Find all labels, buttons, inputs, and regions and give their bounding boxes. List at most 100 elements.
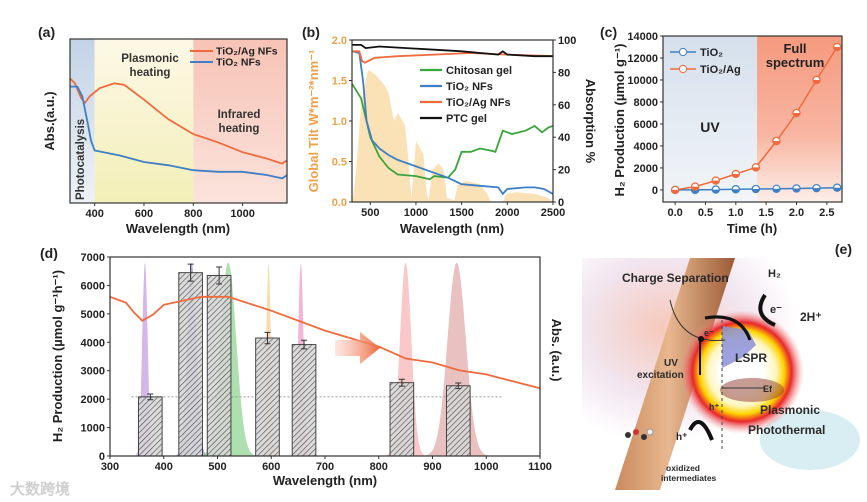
panel-b-solar-absorption-chart: (b) Wavelength (nm) Global Tilt W*m⁻²*nm… <box>302 24 598 236</box>
intermediates-label: intermediates <box>661 473 717 483</box>
electron-transfer-arrow <box>704 315 752 341</box>
y-tick-label: 80 <box>558 67 570 79</box>
x-axis-title: Time (h) <box>727 221 777 236</box>
data-point-fill <box>671 189 679 194</box>
y-axis-left-title: Global Tilt W*m⁻²*nm⁻¹ <box>306 50 321 193</box>
photothermal-label: Photothermal <box>748 423 825 437</box>
legend-label: TiO₂ <box>700 47 723 59</box>
h2-evolution-arrow <box>758 293 776 327</box>
x-tick-label: 2.0 <box>789 207 804 219</box>
x-tick-label: 600 <box>135 208 153 220</box>
x-tick-label: 800 <box>184 208 202 220</box>
bar <box>255 337 280 457</box>
fermi-level-label: Ef <box>763 384 773 394</box>
panel-c-h2-time-chart: (c) Time (h) H₂ Production (µmol g⁻¹) 0.… <box>600 24 843 236</box>
x-tick-label: 900 <box>423 461 441 473</box>
data-point-fill <box>691 189 699 194</box>
panel-d-h2-wavelength-chart: (d) Wavelength (nm) H₂ Production (µmol … <box>40 245 564 488</box>
heating-label: heating <box>219 123 260 135</box>
x-tick-label: 1500 <box>449 207 473 219</box>
y-tick-label: 1.0 <box>332 116 347 128</box>
region-plasmonic-heating <box>94 39 194 203</box>
y-tick-label: 12000 <box>627 53 658 65</box>
led-emission-peak <box>130 263 159 456</box>
x-tick-label: 400 <box>85 208 103 220</box>
y-tick-label: 20 <box>558 165 570 177</box>
y-tick-label: 100 <box>558 35 576 47</box>
series-line <box>351 50 554 196</box>
led-emission-peak <box>416 262 496 456</box>
bar <box>137 396 163 457</box>
charge-separation-label: Charge Separation <box>622 271 729 285</box>
bar <box>291 344 317 457</box>
metal-band <box>720 378 784 402</box>
x-tick-label: 600 <box>262 461 280 473</box>
legend-label: Chitosan gel <box>446 65 512 77</box>
y-tick-label: 6000 <box>81 280 105 292</box>
error-bar <box>264 331 271 345</box>
series-line <box>70 85 288 180</box>
y-axis-title: H₂ Production (µmol g⁻¹h⁻¹) <box>50 270 65 442</box>
y-tick-label: 60 <box>558 100 570 112</box>
legend-marker <box>678 47 688 57</box>
data-point-fill <box>752 189 760 193</box>
panel-label: (d) <box>40 245 58 261</box>
infrared-label: Infrared <box>218 109 261 121</box>
led-emission-peak <box>379 262 432 456</box>
bar <box>389 382 415 457</box>
data-point-fill <box>812 79 821 84</box>
data-point-fill <box>691 186 699 191</box>
lspr-label: LSPR <box>735 351 767 365</box>
x-tick-label: 2500 <box>541 207 565 219</box>
photocatalysis-label: Photocatalysis <box>75 119 87 200</box>
hole-label: h⁺ <box>676 432 687 443</box>
y-tick-label: 8000 <box>634 97 658 109</box>
series-line <box>351 83 554 181</box>
error-bar <box>455 382 462 390</box>
y-tick-label: 14000 <box>627 31 658 43</box>
redshift-arrow <box>335 332 380 364</box>
x-tick-label: 700 <box>316 461 334 473</box>
x-tick-label: 1000 <box>474 461 498 473</box>
y-tick-label: 7000 <box>81 252 105 264</box>
ag-nanoparticle-glow <box>680 310 804 434</box>
error-bar <box>216 266 223 285</box>
x-tick-label: 400 <box>155 461 173 473</box>
error-bar <box>301 339 308 350</box>
bar <box>445 385 471 457</box>
y-axis-title: H₂ Production (µmol g⁻¹) <box>612 44 627 197</box>
plasmonic-label: Plasmonic <box>121 53 179 65</box>
panel-label: (e) <box>835 241 852 257</box>
error-bar <box>187 263 194 282</box>
legend-label: PTC gel <box>446 113 487 125</box>
band-hole-label: h⁺ <box>709 402 719 412</box>
electron-dot <box>698 336 704 342</box>
panel-e-mechanism-illustration: (e) Charge Separation H₂ e⁻ 2H⁺ e⁻ LSPR … <box>582 241 860 490</box>
plasmonic-label: Plasmonic <box>760 403 820 417</box>
x-axis-title: Wavelength (nm) <box>273 473 377 488</box>
plot-frame <box>69 38 288 204</box>
x-tick-label: 2.5 <box>819 207 834 219</box>
y-tick-label: 3000 <box>81 366 105 378</box>
x-tick-label: 1000 <box>404 207 428 219</box>
y-tick-label: 0.5 <box>332 157 347 169</box>
heating-label: heating <box>130 67 171 79</box>
band-electron-label: e⁻ <box>704 328 714 338</box>
y-tick-label: 40 <box>558 132 570 144</box>
region-full-spectrum <box>757 36 842 202</box>
region-uv <box>663 36 758 202</box>
series-line <box>352 50 554 64</box>
water-cloud <box>760 410 860 470</box>
solar-spectrum-area <box>352 70 553 202</box>
absorbance-curve <box>109 295 541 390</box>
legend-label: TiO₂ NFs <box>216 57 261 69</box>
x-tick-label: 500 <box>361 207 379 219</box>
legend-label: TiO₂/Ag NFs <box>446 97 511 109</box>
data-point-fill <box>792 188 801 193</box>
watermark: 大数跨境 <box>10 480 70 498</box>
uv-label: UV <box>700 119 720 135</box>
x-tick-label: 500 <box>208 461 226 473</box>
y-tick-label: 6000 <box>634 119 658 131</box>
data-point-fill <box>833 187 841 192</box>
data-point-fill <box>732 173 740 178</box>
